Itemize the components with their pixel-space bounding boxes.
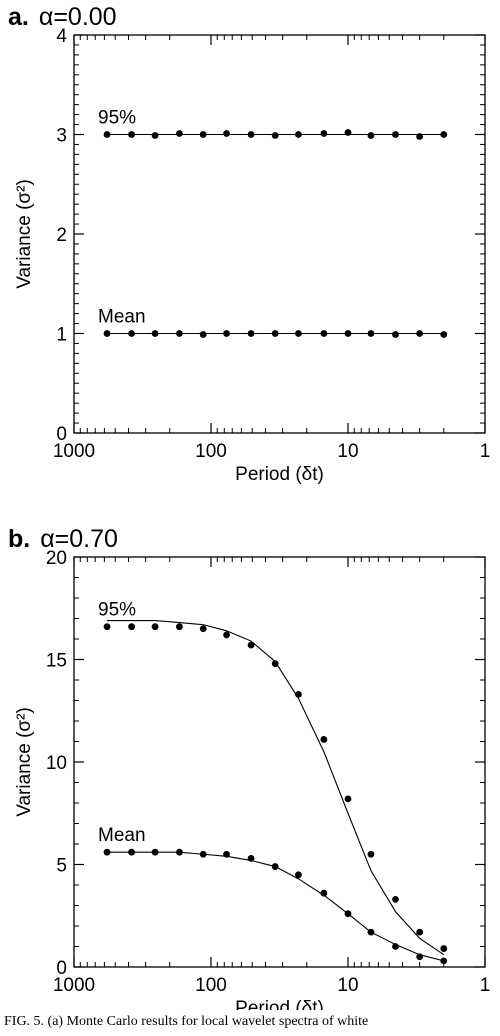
panel-b-point-95pct — [344, 795, 352, 803]
panel-b-point-95pct — [151, 623, 159, 631]
panel-b-point-95pct — [103, 623, 111, 631]
panel-b-point-mean — [367, 928, 375, 936]
panel-b-fit-curve-95pct — [107, 620, 445, 956]
panel-b-point-95pct — [295, 690, 302, 698]
panel-a-point-95pct — [320, 130, 328, 137]
panel-a-series-label-95pct: 95% — [98, 108, 136, 129]
panel-a-point-mean — [223, 330, 230, 337]
panel-a-point-95pct — [271, 132, 279, 139]
panel-b-ytick-label: 5 — [56, 856, 67, 877]
panel-b-label: b. — [8, 525, 30, 553]
panel-a-point-mean — [295, 330, 302, 337]
panel-a-label: a. — [8, 3, 29, 31]
panel-a-point-mean — [320, 330, 328, 337]
panel-b-point-95pct — [392, 895, 399, 903]
panel-b-point-95pct — [320, 736, 328, 743]
panel-b-point-95pct — [247, 641, 255, 649]
panel-a-point-95pct — [392, 131, 399, 138]
panel-a-point-mean — [247, 330, 255, 337]
panel-b-ytick-label: 15 — [46, 651, 67, 672]
panel-b-point-95pct — [367, 850, 375, 858]
panel-a-point-mean — [103, 330, 111, 337]
panel-b-point-mean — [271, 863, 279, 870]
panel-a-point-95pct — [199, 131, 207, 138]
panel-b-ytick-label: 10 — [46, 753, 67, 774]
panel-a-ytick-label: 1 — [56, 325, 67, 346]
panel-b-point-95pct — [440, 945, 448, 952]
panel-a-point-mean — [176, 330, 183, 337]
panel-b-title: b. α=0.70 — [8, 525, 118, 553]
panel-a-series-label-mean: Mean — [98, 307, 146, 328]
panel-b-point-mean — [320, 889, 328, 897]
panel-a-point-mean — [271, 330, 279, 337]
figure-caption: FIG. 5. (a) Monte Carlo results for loca… — [4, 1014, 369, 1029]
panel-a-point-mean — [367, 330, 375, 337]
panel-a-point-95pct — [103, 131, 111, 138]
panel-b-point-mean — [128, 848, 135, 856]
panel-a-xtick-label: 10 — [337, 441, 358, 462]
panel-a-alpha: α=0.00 — [39, 3, 117, 31]
panel-a-title: a. α=0.00 — [8, 3, 117, 31]
panel-a-point-mean — [128, 330, 135, 337]
panel-b-ylabel: Variance (σ²) — [14, 707, 35, 817]
panel-a-xlabel: Period (δt) — [235, 464, 324, 485]
panel-b-ytick-label: 20 — [46, 548, 67, 569]
panel-a-xtick-label: 1 — [480, 441, 491, 462]
panel-b-point-mean — [223, 850, 230, 858]
panel-b-alpha: α=0.70 — [40, 525, 118, 553]
panel-b-point-95pct — [176, 623, 183, 631]
panel-b-ytick-label: 0 — [56, 958, 67, 979]
panel-a-point-mean — [151, 330, 159, 337]
panel-b-xtick-label: 1000 — [53, 975, 95, 996]
panel-b-point-95pct — [271, 660, 279, 667]
panel-a-point-mean — [440, 331, 448, 338]
panel-b-series-label-mean: Mean — [98, 825, 146, 846]
panel-b-point-mean — [440, 957, 448, 965]
panel-b-point-mean — [392, 943, 399, 950]
panel-b-xlabel: Period (δt) — [235, 998, 324, 1010]
panel-b-point-95pct — [416, 928, 424, 936]
panel-a-ytick-label: 4 — [56, 26, 67, 47]
panel-a-point-95pct — [295, 131, 302, 138]
panel-b-point-mean — [151, 848, 159, 856]
panel-a-point-mean — [416, 330, 424, 337]
panel-b-point-95pct — [223, 631, 230, 639]
panel-b-point-mean — [103, 848, 111, 856]
panel-a-point-95pct — [440, 131, 448, 138]
panel-b-xtick-label: 10 — [337, 975, 358, 996]
panel-a-ytick-label: 3 — [56, 126, 67, 147]
panel-a-point-95pct — [176, 130, 183, 137]
panel-b-point-95pct — [128, 623, 135, 631]
panel-b-point-mean — [344, 910, 352, 918]
panel-a-point-95pct — [128, 131, 135, 138]
panel-a-xtick-label: 1000 — [53, 441, 95, 462]
panel-a-point-95pct — [367, 132, 375, 139]
panel-a-point-95pct — [223, 130, 230, 137]
panel-b-point-95pct — [199, 625, 207, 633]
panel-b-xtick-label: 100 — [195, 975, 227, 996]
panel-a-point-95pct — [416, 133, 424, 140]
panel-b-xtick-label: 1 — [480, 975, 491, 996]
panel-b-point-mean — [295, 871, 302, 879]
panel-a-ylabel: Variance (σ²) — [14, 179, 35, 289]
panel-a-point-mean — [199, 331, 207, 338]
panel-a-point-mean — [344, 330, 352, 337]
panel-b-point-mean — [176, 848, 183, 856]
panel-a-point-95pct — [151, 132, 159, 139]
panel-a-ytick-label: 2 — [56, 225, 67, 246]
panel-a-point-95pct — [344, 129, 352, 136]
panel-b-point-mean — [416, 953, 424, 961]
panel-a-point-95pct — [247, 131, 255, 138]
panel-a-plot-frame — [73, 34, 486, 434]
panel-a-point-mean — [392, 331, 399, 338]
panel-a-ytick-label: 0 — [56, 424, 67, 445]
panel-b-point-mean — [199, 850, 207, 858]
panel-b-point-mean — [247, 854, 255, 862]
panel-b-series-label-95pct: 95% — [98, 600, 136, 621]
panel-a-xtick-label: 100 — [195, 441, 227, 462]
